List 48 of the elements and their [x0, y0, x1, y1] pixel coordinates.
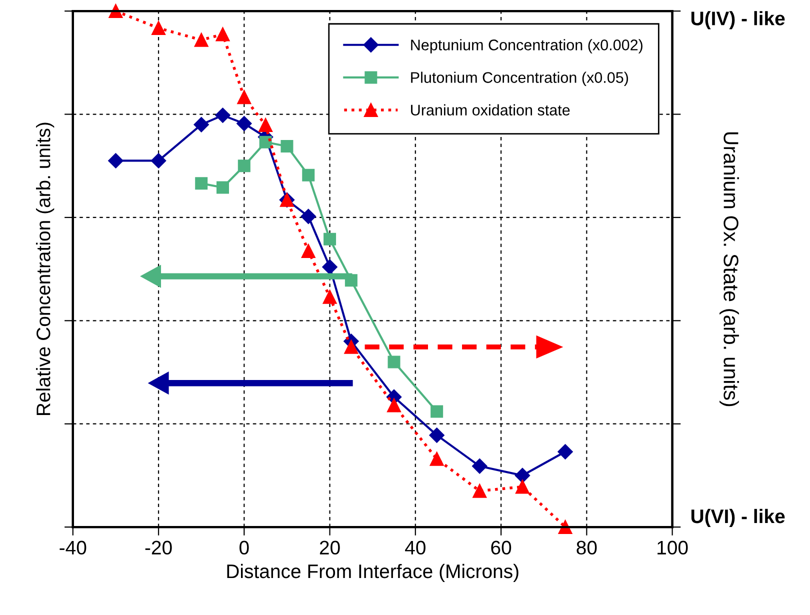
x-tick-label: 80: [576, 540, 597, 555]
point: [216, 27, 230, 42]
x-tick-label: 60: [491, 540, 512, 555]
point: [259, 136, 272, 148]
point: [472, 484, 487, 498]
text: U(IV) - like: [691, 11, 785, 30]
point: [280, 140, 294, 153]
point: [194, 117, 209, 132]
point: [237, 90, 252, 104]
point: [152, 21, 166, 36]
point: [300, 208, 316, 224]
point: [238, 160, 250, 172]
x-axis-title: Distance From Interface (Microns): [227, 564, 518, 582]
text: U(VI) - like: [691, 508, 785, 528]
x-tick-label: -20: [145, 540, 172, 555]
x-tick-label: 100: [658, 540, 688, 555]
point: [516, 480, 530, 494]
point: [344, 340, 358, 354]
x-tick-label: 0: [240, 540, 249, 555]
point: [388, 356, 400, 368]
point: [387, 398, 401, 412]
legend-label: Uranium oxidation state: [411, 104, 570, 116]
y2-axis-title: Uranium Ox. State (arb. units): [720, 132, 739, 406]
point: [324, 232, 336, 246]
point: [472, 458, 488, 474]
x-tick-label: -40: [60, 540, 86, 555]
x-tick-label: 40: [405, 540, 426, 555]
point: [150, 153, 166, 168]
point: [430, 405, 444, 418]
x-tick-label: 20: [320, 540, 340, 555]
point: [558, 444, 573, 460]
legend-label: Plutonium Concentration (x0.05): [411, 72, 628, 86]
point: [195, 177, 208, 190]
y-axis-title: Relative Concentration (arb. units): [36, 122, 54, 415]
point: [258, 118, 273, 132]
point: [302, 168, 315, 182]
point: [430, 452, 444, 466]
point: [108, 153, 124, 168]
point: [236, 116, 252, 132]
point: [429, 428, 444, 443]
point: [322, 259, 338, 275]
point: [322, 290, 337, 304]
point: [514, 468, 530, 484]
point: [216, 181, 229, 194]
legend-label: Neptunium Concentration (x0.002): [411, 39, 642, 54]
point: [194, 33, 208, 47]
point: [301, 244, 316, 258]
point: [215, 108, 230, 123]
